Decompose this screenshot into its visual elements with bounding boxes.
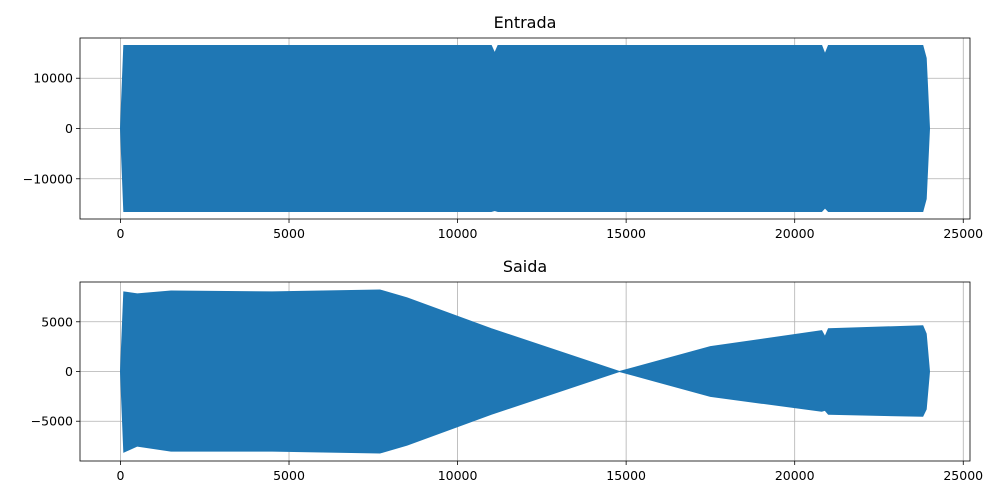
signal-series: [119, 45, 931, 212]
y-tick-label: 10000: [33, 71, 73, 86]
x-tick-label: 20000: [775, 468, 815, 483]
plot-area: [119, 289, 931, 454]
chart-title: Saida: [503, 257, 547, 276]
x-tick-label: 20000: [775, 226, 815, 241]
plot-area: [119, 45, 931, 212]
x-tick-label: 0: [116, 226, 124, 241]
x-tick-label: 5000: [273, 468, 305, 483]
axis-ticks: 0 5000 10000 15000 20000 25000 −10000 0 10000: [23, 71, 983, 241]
y-tick-label: −10000: [23, 171, 73, 186]
axis-ticks: 0 5000 10000 15000 20000 25000 −5000 0 5000: [31, 314, 983, 483]
x-tick-label: 10000: [438, 468, 478, 483]
x-tick-label: 15000: [606, 468, 646, 483]
subplot-entrada: Entrada 0 5000 10000 15000 20000 25000−100000…: [23, 13, 983, 241]
y-tick-label: 0: [65, 364, 73, 379]
y-tick-label: 0: [65, 121, 73, 136]
y-tick-label: 5000: [41, 314, 73, 329]
signal-series: [119, 289, 931, 454]
chart-title: Entrada: [494, 13, 557, 32]
x-tick-label: 25000: [943, 468, 983, 483]
x-tick-label: 0: [116, 468, 124, 483]
x-tick-label: 25000: [943, 226, 983, 241]
subplot-saida: Saida 0 5000 10000 15000 20000 25000 −5000 0 500…: [31, 257, 983, 483]
x-tick-label: 10000: [438, 226, 478, 241]
x-tick-label: 15000: [606, 226, 646, 241]
y-tick-label: −5000: [31, 414, 73, 429]
x-tick-label: 5000: [273, 226, 305, 241]
